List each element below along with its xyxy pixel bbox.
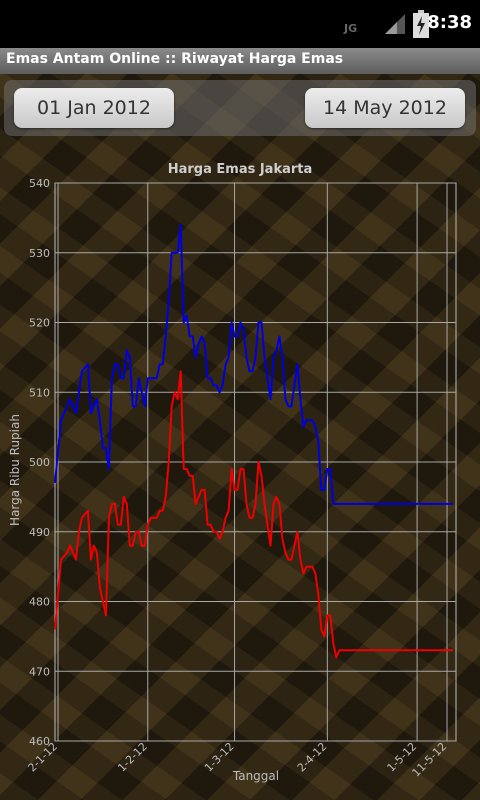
series-line-1 bbox=[54, 223, 453, 505]
y-tick-label: 460 bbox=[29, 735, 50, 748]
status-bar: JG 8:38 bbox=[0, 0, 480, 48]
series-line-2 bbox=[54, 370, 453, 659]
gold-price-chart: Harga Emas Jakarta 460 470 480 490 500 510 520… bbox=[8, 162, 457, 783]
y-tick-label: 500 bbox=[29, 456, 50, 469]
battery-charging-icon bbox=[413, 10, 429, 38]
y-tick-label: 510 bbox=[29, 386, 50, 399]
y-tick-label: 530 bbox=[29, 247, 50, 260]
background-image bbox=[0, 74, 480, 800]
x-tick-label: 1-3-12 bbox=[202, 740, 237, 775]
y-tick-label: 490 bbox=[29, 526, 50, 539]
y-tick-label: 520 bbox=[29, 317, 50, 330]
chart-grid bbox=[54, 182, 457, 742]
signal-icon bbox=[385, 14, 405, 34]
date-range-panel: 01 Jan 2012 14 May 2012 bbox=[4, 80, 476, 136]
y-tick-label: 540 bbox=[29, 177, 50, 190]
status-notification-text: JG bbox=[344, 22, 358, 35]
app-title: Emas Antam Online :: Riwayat Harga Emas bbox=[6, 51, 344, 67]
chart-series bbox=[54, 223, 453, 659]
chart-title: Harga Emas Jakarta bbox=[168, 162, 313, 177]
y-tick-label: 470 bbox=[29, 665, 50, 678]
x-axis-label: Tanggal bbox=[232, 769, 279, 783]
clock: 8:38 bbox=[427, 12, 472, 33]
x-tick-label: 1-2-12 bbox=[115, 740, 150, 775]
y-axis-label: Harga Ribu Rupiah bbox=[8, 414, 22, 526]
x-tick-label: 2-4-12 bbox=[295, 740, 330, 775]
y-tick-label: 480 bbox=[29, 596, 50, 609]
y-axis-ticks: 460 470 480 490 500 510 520 530 540 bbox=[29, 177, 50, 748]
start-date-button[interactable]: 01 Jan 2012 bbox=[14, 88, 174, 128]
end-date-button[interactable]: 14 May 2012 bbox=[305, 88, 465, 128]
title-bar: Emas Antam Online :: Riwayat Harga Emas bbox=[0, 48, 480, 75]
